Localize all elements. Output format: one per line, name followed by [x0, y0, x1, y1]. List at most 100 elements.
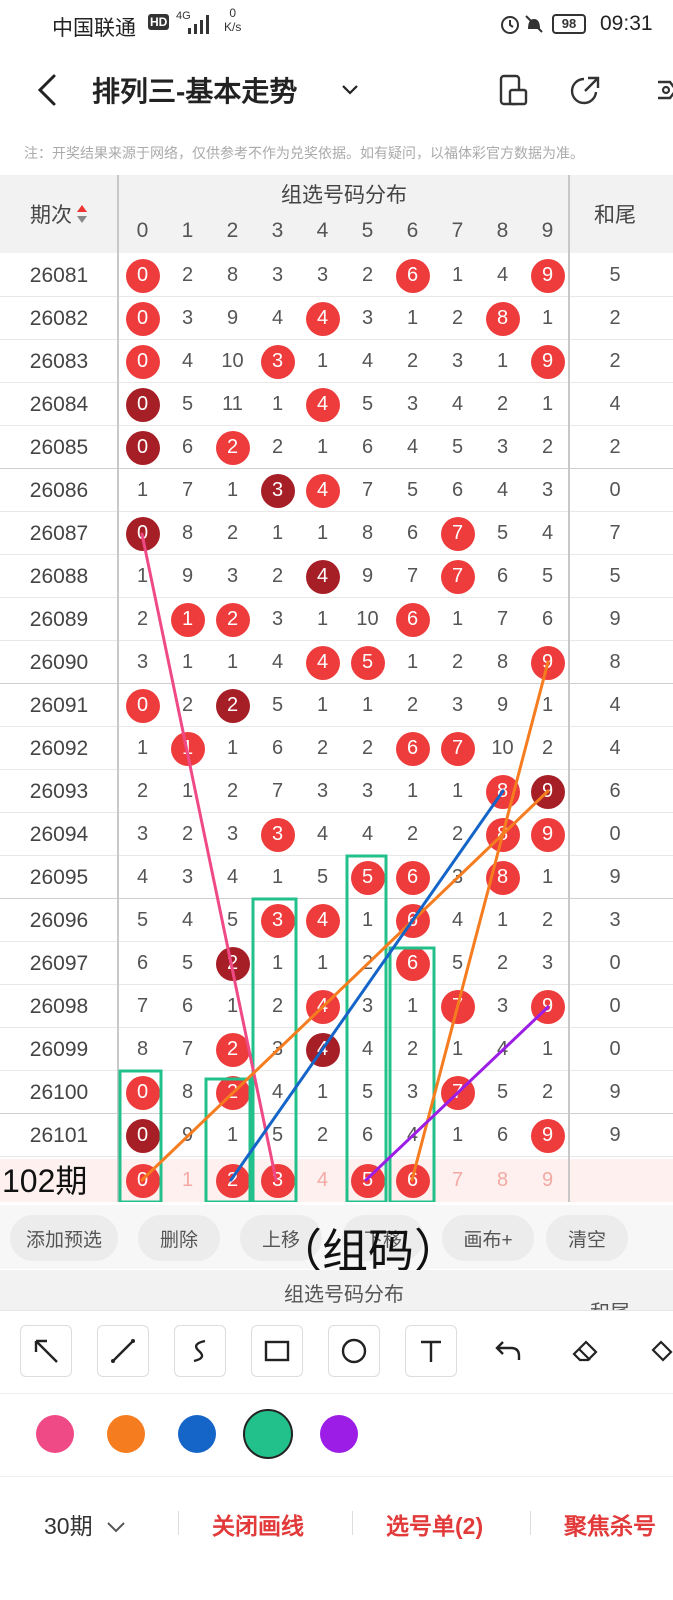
miss-count: 1 [316, 522, 329, 544]
chevron-down-icon[interactable] [340, 80, 360, 100]
drawn-number-ball: 9 [525, 254, 570, 297]
miss-count: 1 [361, 694, 374, 716]
miss-count: 10 [221, 350, 244, 372]
candidate-number[interactable]: 7 [451, 1169, 464, 1191]
selected-number-ball[interactable]: 3 [255, 1159, 300, 1202]
settings-icon[interactable] [646, 72, 673, 108]
line-tool[interactable] [97, 1325, 149, 1377]
page-title[interactable]: 排列三-基本走势 [92, 76, 298, 107]
back-arrow-icon[interactable] [34, 72, 64, 108]
table-row: 26095 4 3 4 1 5 5 6 3 8 1 9 [0, 856, 673, 899]
close-draw-button[interactable]: 关闭画线 [212, 1513, 304, 1539]
miss-count: 3 [361, 995, 374, 1017]
color-swatch-2[interactable] [178, 1415, 216, 1453]
secondary-sum-header: 和尾 [590, 1296, 630, 1310]
eraser-tool[interactable] [559, 1325, 611, 1377]
network-type: 4G [176, 10, 191, 22]
undo-icon [495, 1341, 521, 1360]
sum-tail: 3 [609, 909, 621, 931]
miss-count: 2 [271, 436, 284, 458]
miss-count: 2 [541, 909, 554, 931]
drawn-number-ball: 5 [345, 856, 390, 899]
miss-count: 3 [181, 307, 194, 329]
candidate-number[interactable]: 8 [496, 1169, 509, 1191]
miss-count: 2 [181, 694, 194, 716]
action-button-2[interactable]: 上移 [240, 1215, 322, 1261]
period-number: 26100 [29, 1081, 89, 1104]
miss-count: 2 [226, 780, 239, 802]
text-tool[interactable] [405, 1325, 457, 1377]
miss-count: 2 [406, 1038, 419, 1060]
candidate-number[interactable]: 9 [541, 1169, 554, 1191]
period-number: 26084 [29, 393, 89, 416]
color-swatch-3[interactable] [243, 1409, 293, 1459]
miss-count: 8 [226, 264, 239, 286]
miss-count: 4 [451, 393, 464, 415]
phone-layout-icon[interactable] [496, 72, 530, 108]
action-button-0[interactable]: 添加预选 [10, 1215, 118, 1261]
miss-count: 7 [136, 995, 149, 1017]
drawn-number-ball: 9 [525, 985, 570, 1028]
curve-tool[interactable] [174, 1325, 226, 1377]
action-button-3[interactable]: 下移 [342, 1215, 424, 1261]
color-swatch-0[interactable] [36, 1415, 74, 1453]
miss-count: 4 [181, 350, 194, 372]
table-row: 26086 1 7 1 3 4 7 5 6 4 3 0 [0, 469, 673, 512]
signal-icon [188, 15, 209, 34]
period-select[interactable]: 30期 [44, 1507, 127, 1541]
miss-count: 1 [136, 737, 149, 759]
color-swatch-1[interactable] [107, 1415, 145, 1453]
pick-list-button[interactable]: 选号单(2) [386, 1513, 484, 1539]
miss-count: 1 [316, 350, 329, 372]
share-icon[interactable] [568, 72, 604, 108]
color-swatch-4[interactable] [320, 1415, 358, 1453]
miss-count: 3 [271, 608, 284, 630]
drawn-number-ball: 0 [120, 340, 165, 383]
drawn-number-ball: 9 [525, 340, 570, 383]
miss-count: 1 [316, 694, 329, 716]
action-button-5[interactable]: 清空 [546, 1215, 628, 1261]
rectangle-icon [264, 1340, 290, 1362]
miss-count: 4 [361, 350, 374, 372]
arrow-tool[interactable] [20, 1325, 72, 1377]
action-button-4[interactable]: 画布+ [442, 1215, 534, 1261]
table-row: 26096 5 4 5 3 4 1 6 4 1 2 3 [0, 899, 673, 942]
miss-count: 1 [406, 780, 419, 802]
column-header-1: 1 [181, 219, 194, 242]
miss-count: 6 [496, 1124, 509, 1146]
disclaimer-notice: 注：开奖结果来源于网络，仅供参考不作为兑奖依据。如有疑问，以福体彩官方数据为准。 [24, 145, 584, 161]
miss-count: 5 [181, 393, 194, 415]
focus-kill-button[interactable]: 聚焦杀号 [564, 1513, 656, 1539]
miss-count: 3 [451, 694, 464, 716]
rectangle-tool[interactable] [251, 1325, 303, 1377]
selected-number-ball[interactable]: 2 [210, 1159, 255, 1202]
miss-count: 4 [496, 479, 509, 501]
miss-count: 1 [316, 436, 329, 458]
period-number: 26101 [29, 1124, 89, 1147]
circle-tool[interactable] [328, 1325, 380, 1377]
candidate-number[interactable]: 1 [181, 1169, 194, 1191]
miss-count: 3 [316, 780, 329, 802]
selected-number-ball[interactable]: 0 [120, 1159, 165, 1202]
period-header[interactable]: 期次 [0, 175, 118, 253]
fill-tool[interactable] [636, 1325, 673, 1377]
undo-tool[interactable] [482, 1325, 534, 1377]
action-button-1[interactable]: 删除 [138, 1215, 220, 1261]
selected-number-ball[interactable]: 5 [345, 1159, 390, 1202]
miss-count: 3 [271, 264, 284, 286]
candidate-number[interactable]: 4 [316, 1169, 329, 1191]
selected-number-ball[interactable]: 6 [390, 1159, 435, 1202]
drawn-number-ball: 0 [120, 383, 165, 426]
drawn-number-ball: 0 [120, 297, 165, 340]
arrow-icon [34, 1339, 58, 1363]
sort-icon[interactable] [76, 203, 88, 225]
drawn-number-ball: 6 [390, 899, 435, 942]
miss-count: 1 [226, 1124, 239, 1146]
miss-count: 3 [361, 780, 374, 802]
miss-count: 5 [271, 694, 284, 716]
drawn-number-ball: 7 [435, 1071, 480, 1114]
table-row: 26087 0 8 2 1 1 8 6 7 5 4 7 [0, 512, 673, 555]
miss-count: 2 [271, 565, 284, 587]
